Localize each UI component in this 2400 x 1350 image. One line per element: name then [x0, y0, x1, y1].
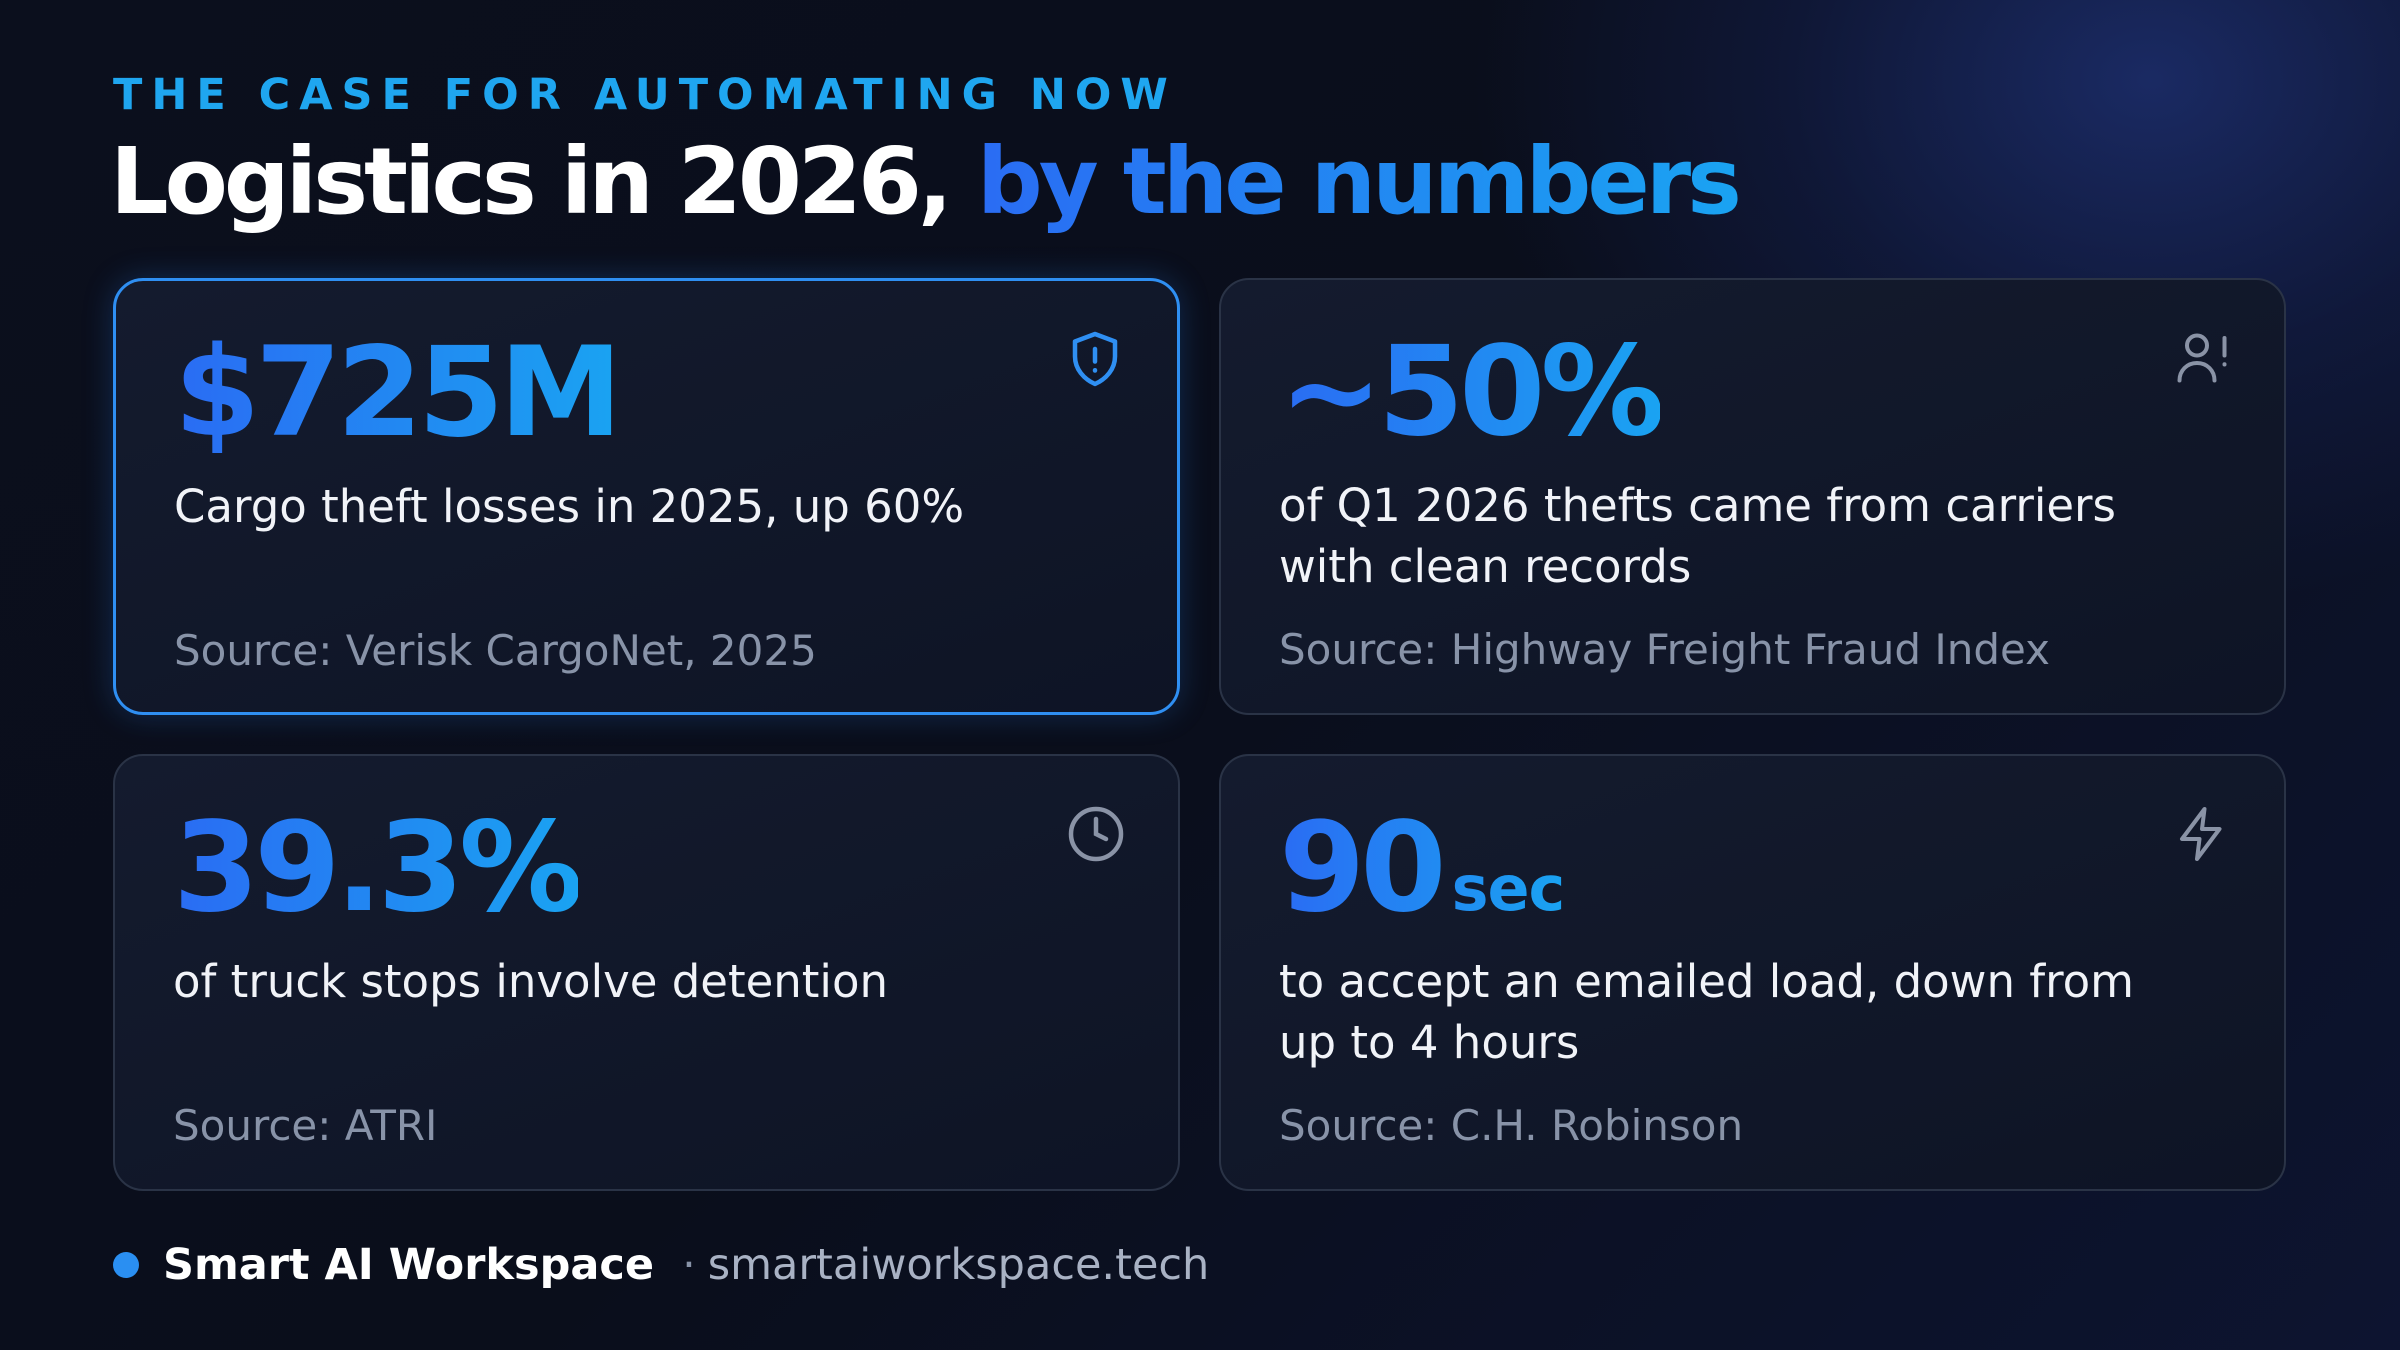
- source: Source: Highway Freight Fraud Index: [1279, 625, 2050, 674]
- stat-value: 90: [1279, 796, 1442, 940]
- source: Source: Verisk CargoNet, 2025: [174, 626, 817, 675]
- stat-unit: sec: [1451, 852, 1565, 925]
- description: of Q1 2026 thefts came from carriers wit…: [1279, 479, 2116, 593]
- clock-icon: [1068, 806, 1124, 862]
- stat-card: 90 sec to accept an emailed load, down fr…: [1219, 754, 2286, 1191]
- shield-icon: [1072, 331, 1118, 387]
- stat-card: 39.3% of truck stops involve detention S…: [113, 754, 1180, 1191]
- stat: $725M: [174, 321, 623, 465]
- footer: Smart AI Workspace · smartaiworkspace.te…: [113, 1240, 1209, 1290]
- title-accent: by the numbers: [976, 128, 1742, 235]
- brand-dot: [113, 1252, 139, 1278]
- user-alert-icon: [2177, 333, 2227, 383]
- bolt-icon: [2180, 807, 2222, 861]
- url: smartaiworkspace.tech: [707, 1240, 1210, 1290]
- description: of truck stops involve detention: [173, 955, 888, 1008]
- description: to accept an emailed load, down from up …: [1279, 955, 2135, 1069]
- stat: 90 sec: [1279, 796, 1564, 940]
- stat: ~50%: [1279, 320, 1665, 464]
- stat-card: $725M Cargo theft losses in 2025, up 60%…: [113, 278, 1180, 715]
- stat: 39.3%: [173, 796, 583, 940]
- title-main: Logistics in 2026,: [110, 128, 953, 235]
- source: Source: C.H. Robinson: [1279, 1101, 1744, 1150]
- stat-card: ~50% of Q1 2026 thefts came from carrier…: [1219, 278, 2286, 715]
- description: Cargo theft losses in 2025, up 60%: [174, 480, 965, 533]
- kicker: THE CASE FOR AUTOMATING NOW: [113, 70, 1177, 120]
- title: Logistics in 2026, by the numbers: [110, 128, 1742, 235]
- separator: ·: [682, 1240, 696, 1290]
- source: Source: ATRI: [173, 1101, 438, 1150]
- brand: Smart AI Workspace: [163, 1240, 655, 1290]
